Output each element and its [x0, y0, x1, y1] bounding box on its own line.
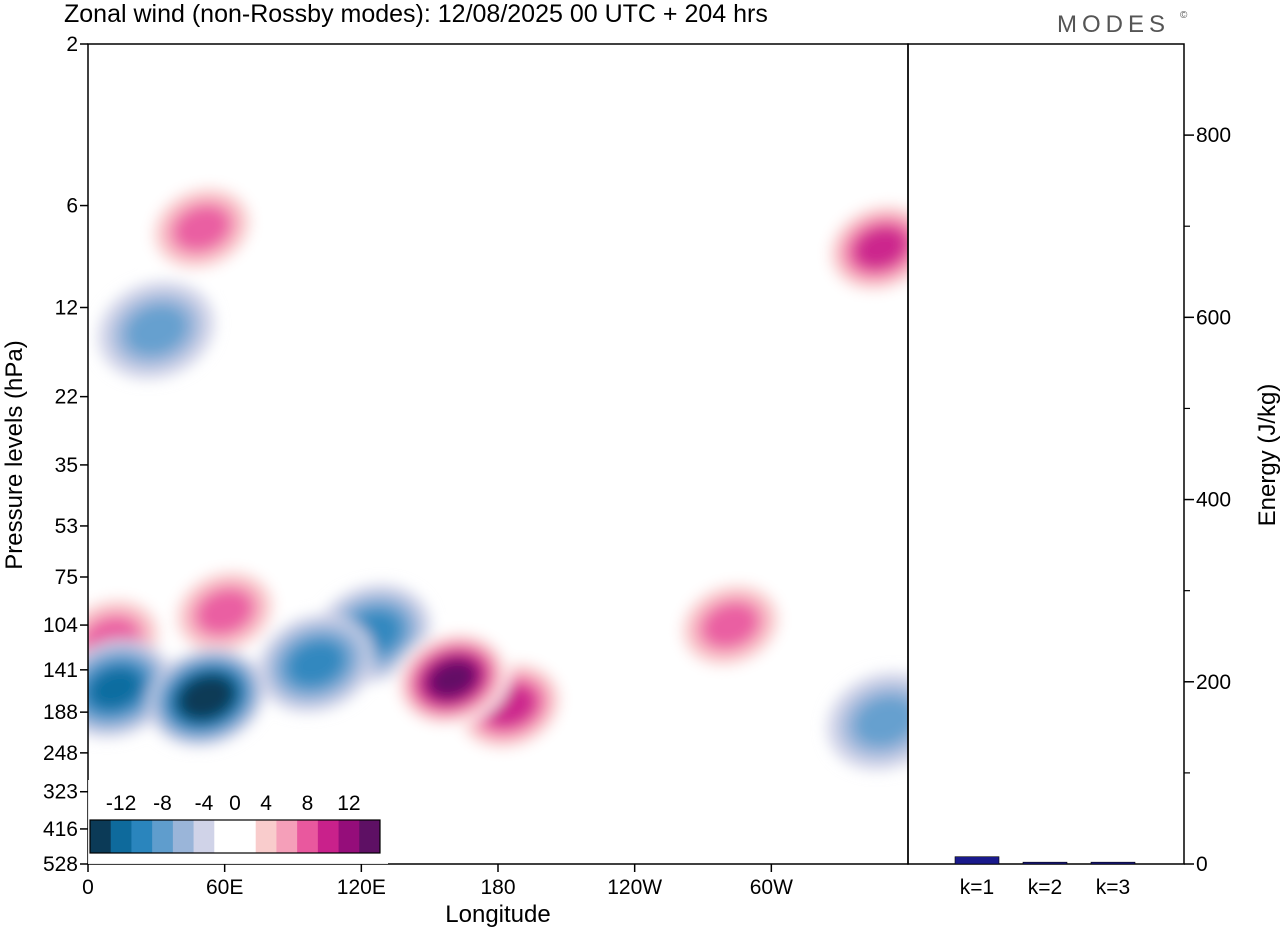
easterly-wind-contour — [288, 641, 344, 686]
energy-tick-label: 400 — [1196, 489, 1231, 512]
westerly-wind-contour — [855, 227, 907, 269]
energy-tick-label: 200 — [1196, 671, 1231, 694]
energy-tick-label: 800 — [1196, 124, 1231, 147]
colorbar-swatch — [90, 820, 112, 853]
pressure-tick-label: 188 — [43, 701, 78, 724]
longitude-tick-label: 60E — [206, 876, 243, 899]
energy-bar — [1022, 861, 1068, 865]
colorbar-label: 8 — [302, 792, 314, 815]
colorbar-swatch — [214, 820, 236, 853]
colorbar-label: -4 — [195, 792, 214, 815]
westerly-wind-contour — [702, 603, 759, 648]
colorbar-label: 12 — [337, 792, 360, 815]
easterly-wind-contour — [125, 305, 188, 356]
pressure-tick-label: 528 — [43, 853, 78, 876]
energy-tick-label: 0 — [1196, 853, 1208, 876]
pressure-tick-label: 248 — [43, 742, 78, 765]
energy-tick-label: 600 — [1196, 306, 1231, 329]
colorbar-swatch — [235, 820, 257, 853]
pressure-tick-label: 104 — [43, 614, 78, 637]
pressure-tick-label: 323 — [43, 781, 78, 804]
chart-title: Zonal wind (non-Rossby modes): 12/08/202… — [64, 0, 768, 28]
energy-bar-label: k=2 — [1028, 876, 1062, 899]
easterly-wind-contour — [854, 696, 908, 747]
westerly-wind-contour — [174, 206, 230, 251]
pressure-tick-label: 6 — [66, 195, 78, 218]
energy-bar-label: k=1 — [960, 876, 994, 899]
colorbar-swatch — [276, 820, 298, 853]
colorbar-label: -8 — [153, 792, 172, 815]
colorbar-swatch — [338, 820, 360, 853]
energy-bars: k=1 k=2 k=3 — [954, 856, 1136, 899]
heatmap-field — [88, 178, 908, 771]
longitude-tick-label: 60W — [750, 876, 793, 899]
pressure-tick-label: 12 — [55, 296, 78, 319]
colorbar-swatch — [297, 820, 319, 853]
colorbar-swatch — [131, 820, 153, 853]
westerly-wind-contour — [429, 660, 476, 698]
colorbar-swatch — [359, 820, 381, 853]
colorbar-swatch — [110, 820, 132, 853]
longitude-tick-label: 180 — [480, 876, 515, 899]
pressure-tick-label: 2 — [66, 33, 78, 56]
colorbar-swatch — [172, 820, 195, 853]
pressure-tick-label: 53 — [55, 515, 78, 538]
heatmap-plot — [87, 43, 909, 865]
pressure-tick-label: 35 — [55, 454, 78, 477]
x-axis-label: Longitude — [445, 901, 550, 928]
pressure-tick-label: 22 — [55, 386, 78, 409]
y-axis-label: Pressure levels (hPa) — [1, 340, 28, 569]
colorbar: -12 -8 -4 0 4 8 12 — [88, 780, 388, 864]
energy-axis: 0 200 400 600 800 — [1184, 124, 1231, 876]
longitude-tick-label: 120W — [607, 876, 662, 899]
longitude-tick-label: 0 — [82, 876, 94, 899]
easterly-wind-contour — [183, 679, 230, 716]
westerly-wind-contour — [196, 589, 253, 634]
energy-bar-label: k=3 — [1096, 876, 1130, 899]
energy-axis-label: Energy (J/kg) — [1254, 384, 1280, 527]
pressure-tick-label: 141 — [43, 659, 78, 682]
colorbar-label: 4 — [260, 792, 272, 815]
colorbar-swatch — [317, 820, 340, 853]
easterly-wind-contour — [89, 668, 141, 709]
energy-bar — [954, 856, 1000, 865]
energy-frame — [907, 43, 1185, 865]
colorbar-label: -12 — [106, 792, 136, 815]
longitude-tick-label: 120E — [337, 876, 386, 899]
colorbar-frame — [89, 819, 381, 854]
pressure-axis: 2 6 12 22 35 53 75 104 141 188 248 323 416 528 — [43, 33, 88, 876]
pressure-tick-label: 75 — [55, 566, 78, 589]
pressure-tick-label: 416 — [43, 818, 78, 841]
energy-panel: k=1 k=2 k=3 0 200 400 600 800 Energy (J/kg) — [907, 43, 1280, 899]
colorbar-label: 0 — [229, 792, 241, 815]
colorbar-swatch — [152, 820, 174, 853]
energy-bar — [1090, 861, 1136, 865]
longitude-axis: 0 60E 120E 180 120W 60W — [82, 864, 793, 899]
colorbar-swatch — [193, 820, 215, 853]
brand-copyright-mark: © — [1180, 10, 1188, 21]
brand-logo: MODES — [1057, 11, 1170, 38]
colorbar-swatch — [255, 820, 277, 853]
